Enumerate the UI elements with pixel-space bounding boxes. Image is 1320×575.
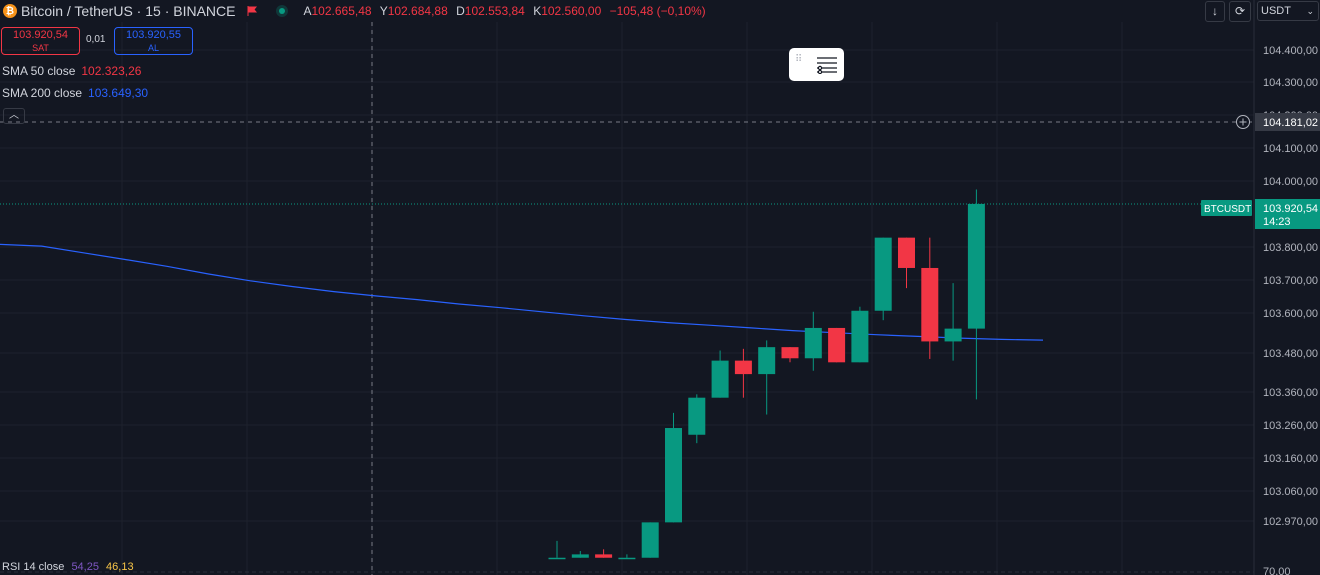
candle-body-up — [758, 347, 776, 375]
symbol-title[interactable]: Bitcoin / TetherUS · 15 · BINANCE — [21, 3, 236, 19]
candle-body-up — [688, 397, 706, 435]
buy-button[interactable]: 103.920,55 AL — [114, 27, 193, 55]
price-axis-label: 103.480,00 — [1263, 348, 1318, 360]
candle-body-up — [944, 328, 962, 342]
currency-select[interactable]: USDT ⌄ — [1257, 1, 1319, 21]
candle-body-down — [734, 360, 752, 375]
ohlc-open-key: A — [303, 4, 312, 18]
sma50-value: 102.323,26 — [81, 64, 142, 78]
candle-body-down — [921, 267, 939, 342]
settings-lines-icon[interactable] — [815, 56, 839, 74]
sma50-legend[interactable]: SMA 50 close 102.323,26 — [2, 64, 141, 78]
price-axis-label: 104.300,00 — [1263, 77, 1318, 89]
sma200-label: SMA 200 close — [2, 86, 83, 100]
sma200-legend[interactable]: SMA 200 close 103.649,30 — [2, 86, 148, 100]
sma50-label: SMA 50 close — [2, 64, 76, 78]
sma200-line — [0, 243, 1044, 341]
symbol-header: ₿ Bitcoin / TetherUS · 15 · BINANCE A102… — [0, 0, 711, 22]
chevron-down-icon: ⌄ — [1306, 6, 1314, 16]
candle-body-up — [618, 557, 636, 560]
candle-body-down — [828, 327, 846, 363]
price-axis-label: 103.800,00 — [1263, 242, 1318, 254]
refresh-icon[interactable]: ⟳ — [1229, 1, 1251, 22]
crosshair-price-box — [1255, 113, 1320, 131]
ohlc-close-key: K — [533, 4, 542, 18]
sell-button[interactable]: 103.920,54 SAT — [1, 27, 80, 55]
price-axis-label: 103.060,00 — [1263, 486, 1318, 498]
rsi-label: RSI 14 close — [2, 561, 65, 573]
rsi-value-2: 46,13 — [106, 561, 134, 573]
symbol-label-box — [1201, 200, 1252, 216]
market-open-indicator — [279, 8, 286, 14]
drag-handle-icon[interactable]: ⠿ — [795, 54, 803, 65]
price-axis-label: 103.360,00 — [1263, 387, 1318, 399]
buy-label: AL — [147, 43, 159, 53]
last-price-label: 103.920,54 — [1263, 203, 1318, 215]
price-axis-label: 103.700,00 — [1263, 275, 1318, 287]
candle-body-up — [641, 522, 659, 558]
price-axis-label: 104.000,00 — [1263, 176, 1318, 188]
price-axis-label: 103.260,00 — [1263, 420, 1318, 432]
ohlc-low-value: 102.553,84 — [464, 4, 525, 18]
sell-label: SAT — [32, 43, 49, 53]
candle-body-up — [851, 310, 869, 363]
price-axis-label: 103.600,00 — [1263, 308, 1318, 320]
price-axis-label: 104.100,00 — [1263, 143, 1318, 155]
price-axis-label: 70,00 — [1263, 566, 1291, 575]
rsi-value-1: 54,25 — [71, 561, 99, 573]
ohlc-high-value: 102.684,88 — [387, 4, 448, 18]
currency-value: USDT — [1261, 5, 1291, 17]
candle-body-down — [898, 237, 915, 268]
rsi-legend[interactable]: RSI 14 close 54,25 46,13 — [2, 561, 134, 573]
download-icon[interactable]: ↓ — [1205, 1, 1225, 22]
symbol-label: BTCUSDT — [1204, 204, 1251, 215]
candle-body-up — [967, 203, 985, 329]
spread-value: 0,01 — [86, 34, 106, 45]
add-alert-plus — [1239, 118, 1247, 126]
price-axis-label: 104.400,00 — [1263, 45, 1318, 57]
crosshair-price-label: 104.181,02 — [1263, 117, 1318, 129]
ohlc-close-value: 102.560,00 — [541, 4, 602, 18]
ohlc-low-key: D — [456, 4, 465, 18]
candle-body-up — [665, 428, 682, 523]
price-axis-label: 103.160,00 — [1263, 453, 1318, 465]
last-price-box — [1255, 199, 1320, 229]
ohlc-open-value: 102.665,48 — [311, 4, 372, 18]
ohlc-values: A102.665,48 Y102.684,88 D102.553,84 K102… — [303, 4, 710, 18]
chevron-up-icon[interactable]: ︿ — [3, 108, 25, 124]
countdown-label: 14:23 — [1263, 216, 1291, 228]
candle-body-up — [804, 327, 822, 359]
ohlc-change: −105,48 (−0,10%) — [609, 4, 706, 18]
buy-price: 103.920,55 — [125, 29, 182, 41]
bitcoin-icon: ₿ — [3, 4, 17, 18]
candle-body-up — [571, 554, 589, 558]
flag-icon[interactable] — [247, 6, 258, 16]
price-axis-label: 102.970,00 — [1263, 516, 1318, 528]
candle-body-up — [711, 360, 729, 398]
candle-body-up — [874, 237, 892, 311]
candle-body-down — [595, 554, 613, 558]
floating-toolbar[interactable]: ⠿ — [789, 48, 844, 81]
sell-price: 103.920,54 — [12, 29, 69, 41]
candle-body-down — [781, 347, 799, 359]
candle-body-up — [548, 557, 566, 560]
ohlc-high-key: Y — [379, 4, 388, 18]
sma200-value: 103.649,30 — [88, 86, 149, 100]
